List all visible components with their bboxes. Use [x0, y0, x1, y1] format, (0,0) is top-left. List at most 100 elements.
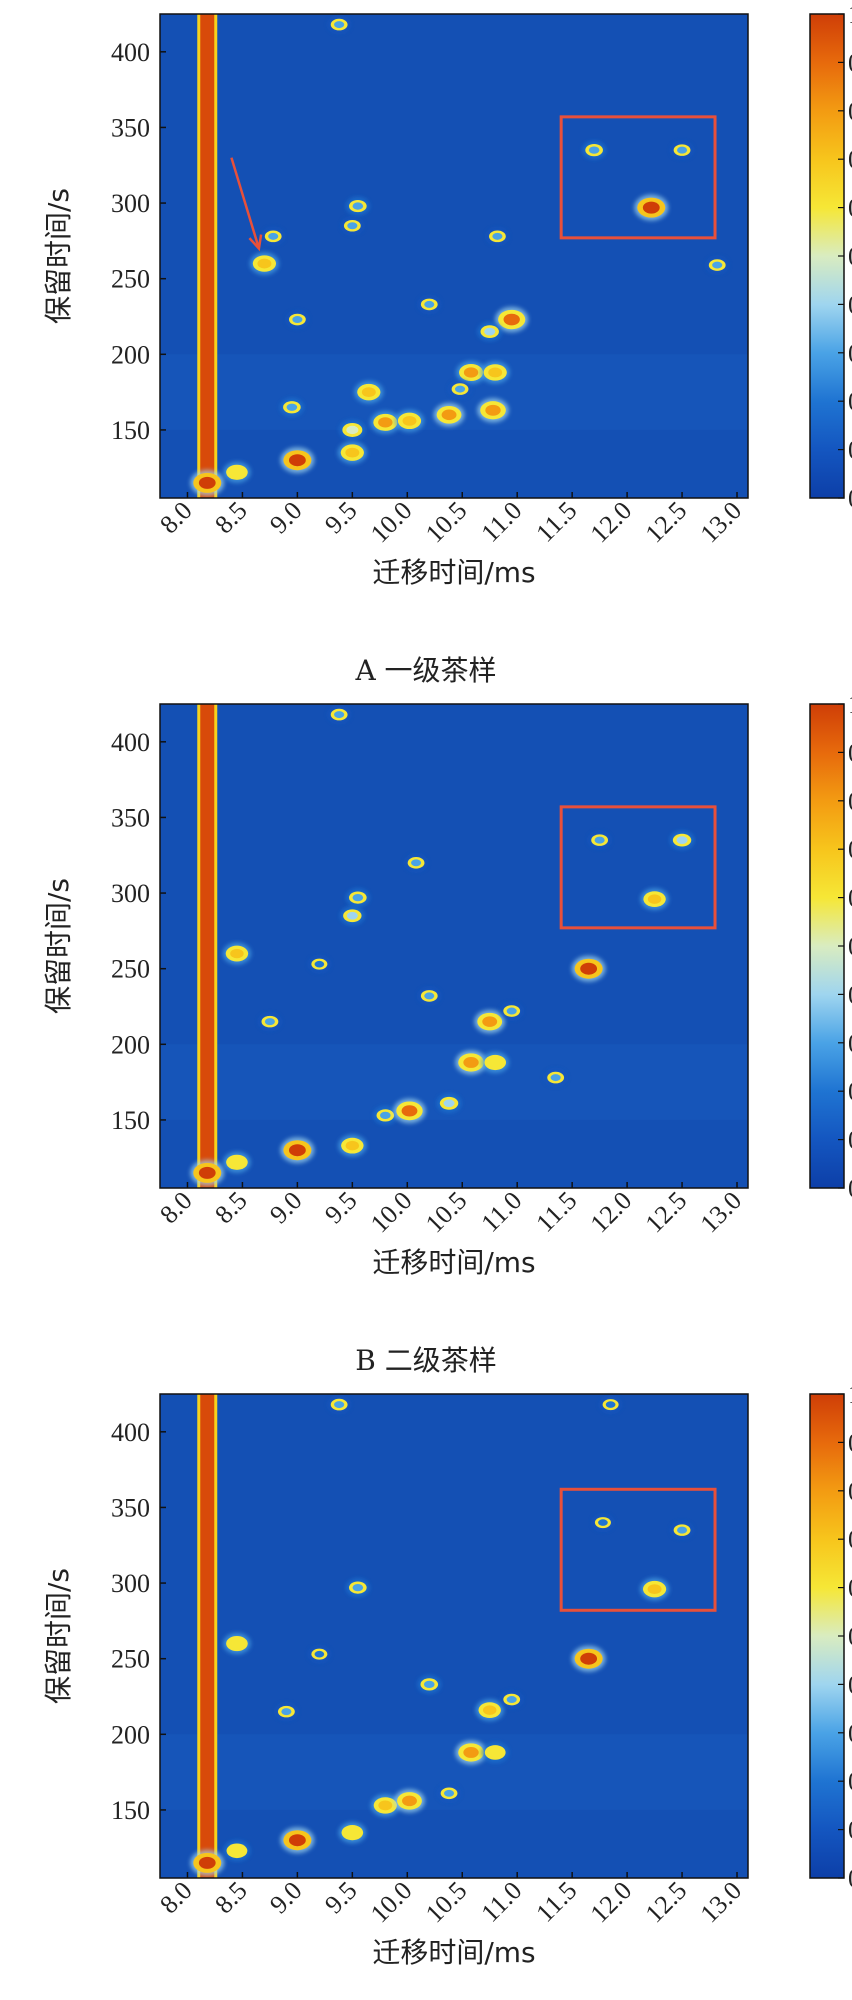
panel-a-spot-6: [337, 441, 367, 464]
panel-b-x-tick-label-1: 8.5: [209, 1186, 252, 1229]
panel-a-rip-streak-core: [200, 14, 215, 498]
panel-c-spot-19: [639, 1577, 670, 1601]
panel-c-spot-16: [571, 1645, 606, 1672]
panel-a-spot-15: [477, 398, 509, 423]
panel-a-y-axis-label: 保留时间/s: [42, 188, 75, 324]
panel-c-y-tick-label-5: 400: [111, 1418, 150, 1447]
panel-a-spot-22: [582, 141, 606, 160]
panel-a-y-tick-label-4: 350: [111, 113, 150, 142]
panel-a-spot-27: [486, 227, 509, 246]
panel-a-spot-18: [495, 306, 529, 333]
panel-a-caption: A 一级茶样: [354, 654, 496, 687]
panel-c-spot-13: [500, 1690, 524, 1709]
panel-c-x-tick-label-8: 12.0: [585, 1876, 638, 1929]
panel-b-spot-0: [190, 1159, 225, 1186]
panel-a-spot-1: [223, 461, 251, 483]
panel-b-x-tick-label-5: 10.5: [420, 1186, 473, 1239]
panel-b-spot-5: [327, 705, 351, 724]
panel-a-spot-2: [249, 252, 280, 275]
panel-c-spot-6: [346, 1578, 370, 1597]
panel-b-y-tick-label-0: 150: [111, 1106, 150, 1135]
panel-c-spot-15: [308, 1645, 331, 1663]
panel-b-spot-22: [544, 1068, 568, 1087]
panel-c-y-tick-label-3: 300: [111, 1569, 150, 1598]
panel-b-spot-17: [571, 955, 606, 982]
panel-b-spot-23: [258, 1012, 282, 1031]
panel-a-spot-5: [280, 398, 304, 417]
panel-c-spot-9: [437, 1784, 461, 1803]
panel-c-rip-streak-core: [200, 1394, 215, 1878]
panel-c-highlight-box: [559, 1487, 717, 1612]
panel-a-plot-frame: [159, 13, 749, 499]
panel-c-x-tick-label-10: 13.0: [695, 1876, 748, 1929]
panel-a-y-tick-label-0: 150: [111, 416, 150, 445]
panel-c-x-tick-label-3: 9.5: [319, 1876, 362, 1919]
panel-c-x-tick-label-5: 10.5: [420, 1876, 473, 1929]
panel-a-spot-13: [394, 409, 425, 433]
panel-b-x-tick-label-3: 9.5: [319, 1186, 362, 1229]
panel-b-x-tick-label-2: 9.0: [264, 1186, 307, 1229]
panel-a-x-tick-label-9: 12.5: [640, 496, 693, 549]
panel-b-spot-19: [669, 830, 695, 850]
panel-a-x-tick-label-5: 10.5: [420, 496, 473, 549]
panel-b-y-tick-label-1: 200: [111, 1030, 150, 1059]
panel-c-x-tick-label-9: 12.5: [640, 1876, 693, 1929]
panel-c-x-tick-label-2: 9.0: [264, 1876, 307, 1919]
panel-b-x-tick-label-7: 11.5: [530, 1186, 582, 1238]
panel-a-spot-4: [285, 310, 309, 329]
panel-a-x-tick-label-2: 9.0: [264, 496, 307, 539]
panel-b-plot-frame: [159, 703, 749, 1189]
panel-a-highlight-box: [559, 115, 717, 240]
panel-b-y-axis-label: 保留时间/s: [42, 878, 75, 1014]
panel-b-y-tick-label-4: 350: [111, 803, 150, 832]
panel-b-x-tick-label-9: 12.5: [640, 1186, 693, 1239]
panel-a-spot-10: [340, 216, 364, 235]
panel-b-spot-15: [417, 987, 441, 1005]
panel-a-spot-12: [370, 410, 401, 434]
panel-b-x-axis-label: 迁移时间/ms: [372, 1246, 535, 1279]
panel-c-spot-8: [394, 1789, 425, 1813]
panel-b-spot-4: [338, 1134, 367, 1157]
panel-a-spot-8: [327, 15, 351, 34]
panel-a-arrow: [230, 157, 263, 252]
panel-c-y-axis-label: 保留时间/s: [42, 1568, 75, 1704]
panel-b-spot-13: [474, 1009, 506, 1034]
panel-b-spot-6: [346, 888, 370, 907]
panel-b-spot-8: [373, 1106, 398, 1125]
panel-c-spot-7: [370, 1794, 400, 1817]
panel-a-x-tick-label-6: 11.0: [475, 496, 527, 548]
panel-c-spot-0: [190, 1849, 225, 1876]
panel-a-spot-9: [346, 196, 370, 216]
panel-b-spot-12: [481, 1051, 510, 1074]
panel-b-rip-streak-core: [200, 704, 215, 1188]
panel-a-x-axis-label: 迁移时间/ms: [372, 556, 535, 589]
panel-c-spot-11: [481, 1742, 509, 1763]
panel-b-x-tick-label-0: 8.0: [154, 1186, 197, 1229]
panel-b-spot-11: [455, 1050, 487, 1075]
panel-a-spot-0: [190, 469, 225, 496]
panel-a-spot-25: [705, 256, 729, 274]
panel-b-highlight-box: [559, 805, 717, 930]
panel-b-spot-21: [404, 854, 428, 872]
panel-a-spot-14: [433, 403, 465, 427]
panel-b-spot-7: [340, 906, 365, 926]
panel-b-y-tick-label-3: 300: [111, 879, 150, 908]
panel-b-x-tick-label-10: 13.0: [695, 1186, 748, 1239]
panel-a-x-tick-label-1: 8.5: [209, 496, 252, 539]
panel-b-spot-1: [223, 1151, 251, 1173]
panel-b-y-tick-label-2: 250: [111, 955, 150, 984]
panel-b-spot-18: [588, 831, 612, 849]
panel-c-spot-12: [475, 1699, 504, 1722]
panel-c-x-tick-label-6: 11.0: [475, 1876, 527, 1928]
panel-a-x-tick-label-4: 10.0: [365, 496, 418, 549]
panel-a-spot-16: [456, 360, 487, 384]
panel-c-plot-frame: [159, 1393, 749, 1879]
panel-c-x-tick-label-7: 11.5: [530, 1876, 582, 1928]
panel-a-x-tick-label-8: 12.0: [585, 496, 638, 549]
panel-c-y-tick-label-2: 250: [111, 1645, 150, 1674]
panel-c-y-tick-label-4: 350: [111, 1493, 150, 1522]
panel-a-x-tick-label-10: 13.0: [695, 496, 748, 549]
panel-c-x-axis-label: 迁移时间/ms: [372, 1936, 535, 1969]
